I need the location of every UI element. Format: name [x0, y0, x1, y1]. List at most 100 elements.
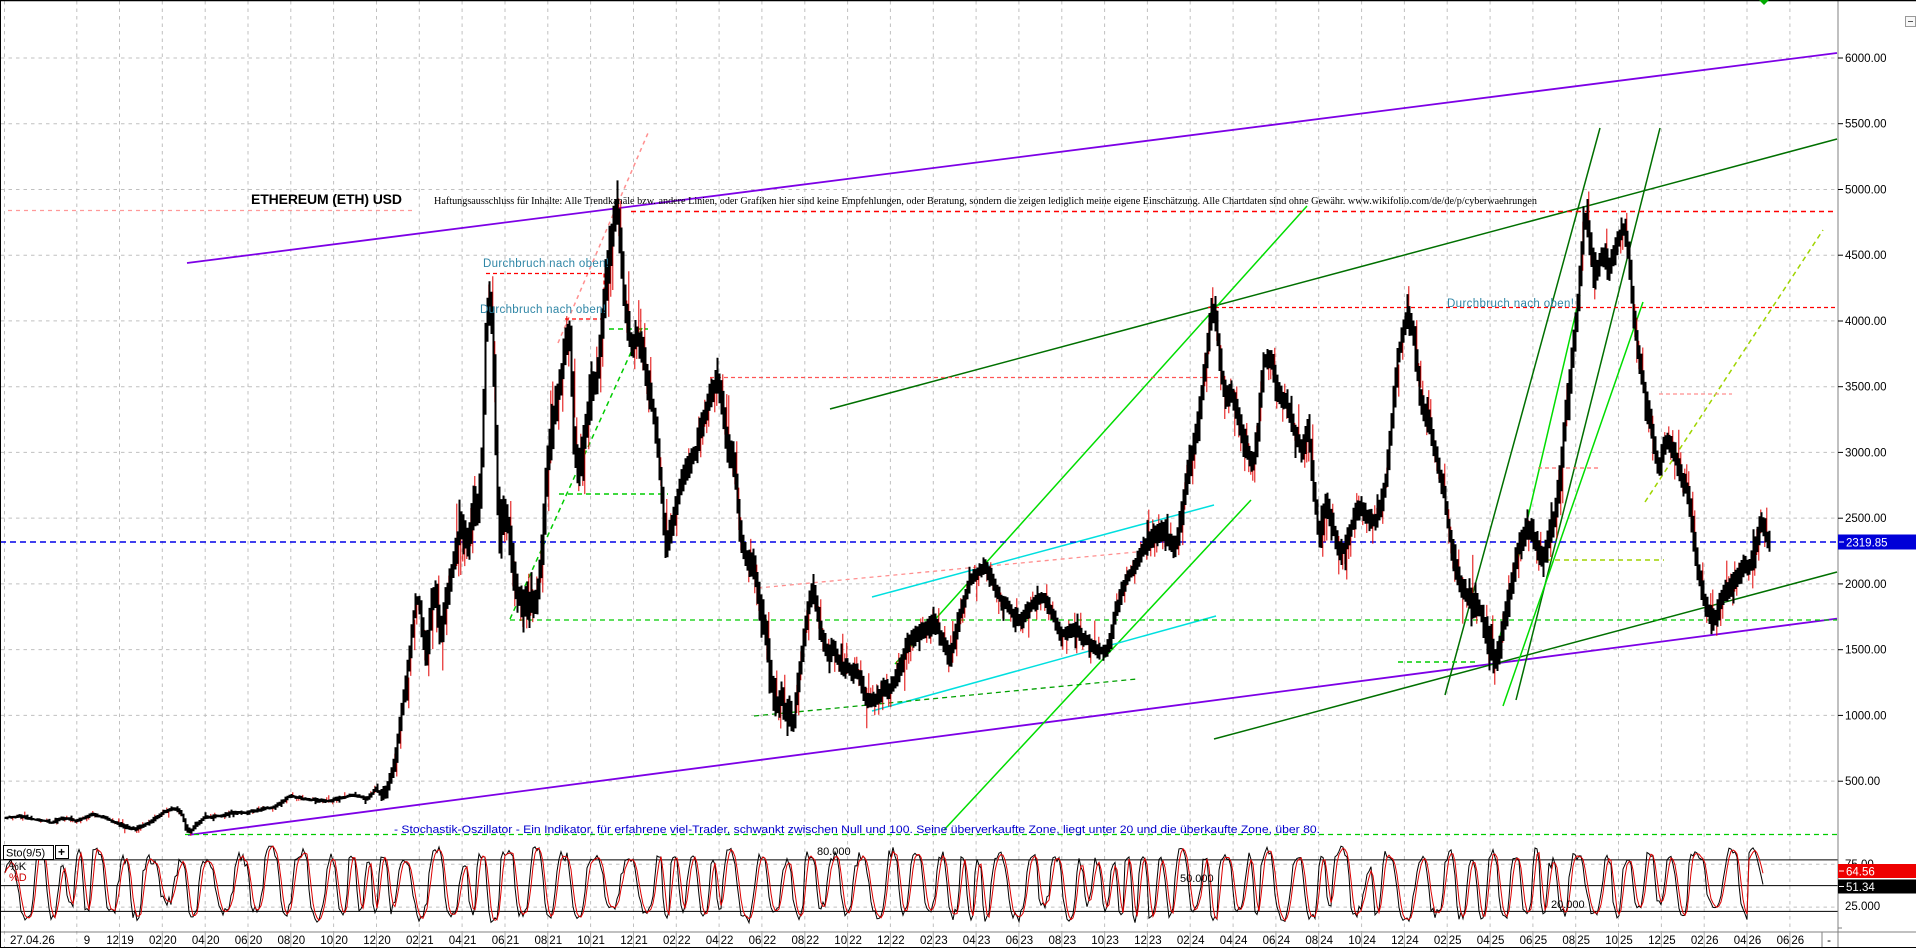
svg-text:4000.00: 4000.00 [1845, 316, 1887, 328]
svg-text:25: 25 [1534, 935, 1547, 947]
svg-text:3500.00: 3500.00 [1845, 382, 1887, 394]
svg-text:27.04.26: 27.04.26 [10, 935, 55, 947]
svg-text:80.000: 80.000 [817, 846, 851, 858]
svg-text:21: 21 [549, 935, 562, 947]
svg-text:23: 23 [1106, 935, 1119, 947]
svg-text:Durchbruch nach oben!: Durchbruch nach oben! [483, 258, 609, 270]
svg-text:24: 24 [1235, 935, 1248, 947]
svg-text:26: 26 [1706, 935, 1719, 947]
svg-text:25: 25 [1663, 935, 1676, 947]
svg-text:04: 04 [192, 935, 205, 947]
svg-text:Haftungsausschluss für Inhalte: Haftungsausschluss für Inhalte: Alle Tre… [434, 195, 1537, 207]
svg-text:64.56: 64.56 [1846, 867, 1875, 879]
svg-text:06: 06 [1006, 935, 1019, 947]
svg-text:24: 24 [1363, 935, 1376, 947]
svg-text:04: 04 [449, 935, 462, 947]
svg-text:21: 21 [507, 935, 520, 947]
svg-text:Sto(9/5): Sto(9/5) [6, 848, 45, 860]
svg-text:20: 20 [250, 935, 263, 947]
svg-text:22: 22 [806, 935, 819, 947]
svg-text:6000.00: 6000.00 [1845, 53, 1887, 65]
svg-text:23: 23 [978, 935, 991, 947]
svg-text:22: 22 [763, 935, 776, 947]
svg-text:26: 26 [1749, 935, 1762, 947]
svg-text:06: 06 [1520, 935, 1533, 947]
svg-text:24: 24 [1277, 935, 1290, 947]
svg-text:21: 21 [592, 935, 605, 947]
svg-text:2319.85: 2319.85 [1846, 538, 1888, 550]
svg-text:08: 08 [1305, 935, 1318, 947]
svg-text:08: 08 [1562, 935, 1575, 947]
svg-text:23: 23 [935, 935, 948, 947]
svg-text:12: 12 [1391, 935, 1404, 947]
svg-text:ETHEREUM (ETH) USD: ETHEREUM (ETH) USD [251, 191, 402, 207]
svg-text:%K: %K [9, 861, 27, 873]
svg-text:02: 02 [406, 935, 419, 947]
svg-text:23: 23 [1063, 935, 1076, 947]
svg-text:25: 25 [1492, 935, 1505, 947]
svg-text:20: 20 [378, 935, 391, 947]
svg-text:22: 22 [678, 935, 691, 947]
svg-text:06: 06 [1777, 935, 1790, 947]
svg-text:25.000: 25.000 [1845, 901, 1880, 913]
svg-text:04: 04 [963, 935, 976, 947]
svg-text:50.000: 50.000 [1180, 873, 1214, 885]
svg-text:20: 20 [207, 935, 220, 947]
svg-text:10: 10 [1091, 935, 1104, 947]
svg-text:51.34: 51.34 [1846, 882, 1875, 894]
svg-text:12: 12 [620, 935, 633, 947]
svg-text:22: 22 [849, 935, 862, 947]
svg-text:1000.00: 1000.00 [1845, 710, 1887, 722]
svg-text:23: 23 [1020, 935, 1033, 947]
svg-text:+: + [58, 845, 65, 859]
svg-text:04: 04 [706, 935, 719, 947]
svg-text:04: 04 [1734, 935, 1747, 947]
svg-text:20: 20 [335, 935, 348, 947]
svg-text:20: 20 [164, 935, 177, 947]
svg-text:06: 06 [492, 935, 505, 947]
svg-text:2000.00: 2000.00 [1845, 579, 1887, 591]
svg-text:08: 08 [1049, 935, 1062, 947]
svg-text:3000.00: 3000.00 [1845, 447, 1887, 459]
svg-text:06: 06 [235, 935, 248, 947]
svg-text:10: 10 [834, 935, 847, 947]
svg-text:5500.00: 5500.00 [1845, 119, 1887, 131]
svg-text:Durchbruch nach oben!: Durchbruch nach oben! [1447, 298, 1574, 310]
svg-text:02: 02 [149, 935, 162, 947]
svg-text:02: 02 [920, 935, 933, 947]
svg-text:12: 12 [1648, 935, 1661, 947]
svg-text:21: 21 [421, 935, 434, 947]
svg-text:02: 02 [1691, 935, 1704, 947]
svg-text:04: 04 [1477, 935, 1490, 947]
svg-text:24: 24 [1192, 935, 1205, 947]
svg-text:26: 26 [1791, 935, 1804, 947]
svg-text:22: 22 [892, 935, 905, 947]
svg-text:06: 06 [749, 935, 762, 947]
svg-text:-: - [1827, 935, 1831, 947]
svg-text:08: 08 [278, 935, 291, 947]
svg-text:25: 25 [1577, 935, 1590, 947]
svg-text:12: 12 [363, 935, 376, 947]
svg-text:Durchbruch nach oben!: Durchbruch nach oben! [480, 304, 606, 316]
svg-text:12: 12 [106, 935, 119, 947]
svg-text:06: 06 [1263, 935, 1276, 947]
svg-text:2500.00: 2500.00 [1845, 513, 1887, 525]
svg-text:10: 10 [1348, 935, 1361, 947]
svg-text:22: 22 [721, 935, 734, 947]
svg-text:21: 21 [464, 935, 477, 947]
svg-text:02: 02 [663, 935, 676, 947]
svg-text:25: 25 [1449, 935, 1462, 947]
svg-text:10: 10 [1605, 935, 1618, 947]
svg-text:23: 23 [1149, 935, 1162, 947]
svg-text:24: 24 [1320, 935, 1333, 947]
svg-text:25: 25 [1620, 935, 1633, 947]
svg-text:04: 04 [1220, 935, 1233, 947]
svg-text:19: 19 [121, 935, 134, 947]
svg-text:02: 02 [1434, 935, 1447, 947]
svg-text:08: 08 [792, 935, 805, 947]
svg-text:500.00: 500.00 [1845, 776, 1880, 788]
svg-text:10: 10 [320, 935, 333, 947]
svg-text:1500.00: 1500.00 [1845, 645, 1887, 657]
svg-text:08: 08 [535, 935, 548, 947]
svg-text:12: 12 [1134, 935, 1147, 947]
